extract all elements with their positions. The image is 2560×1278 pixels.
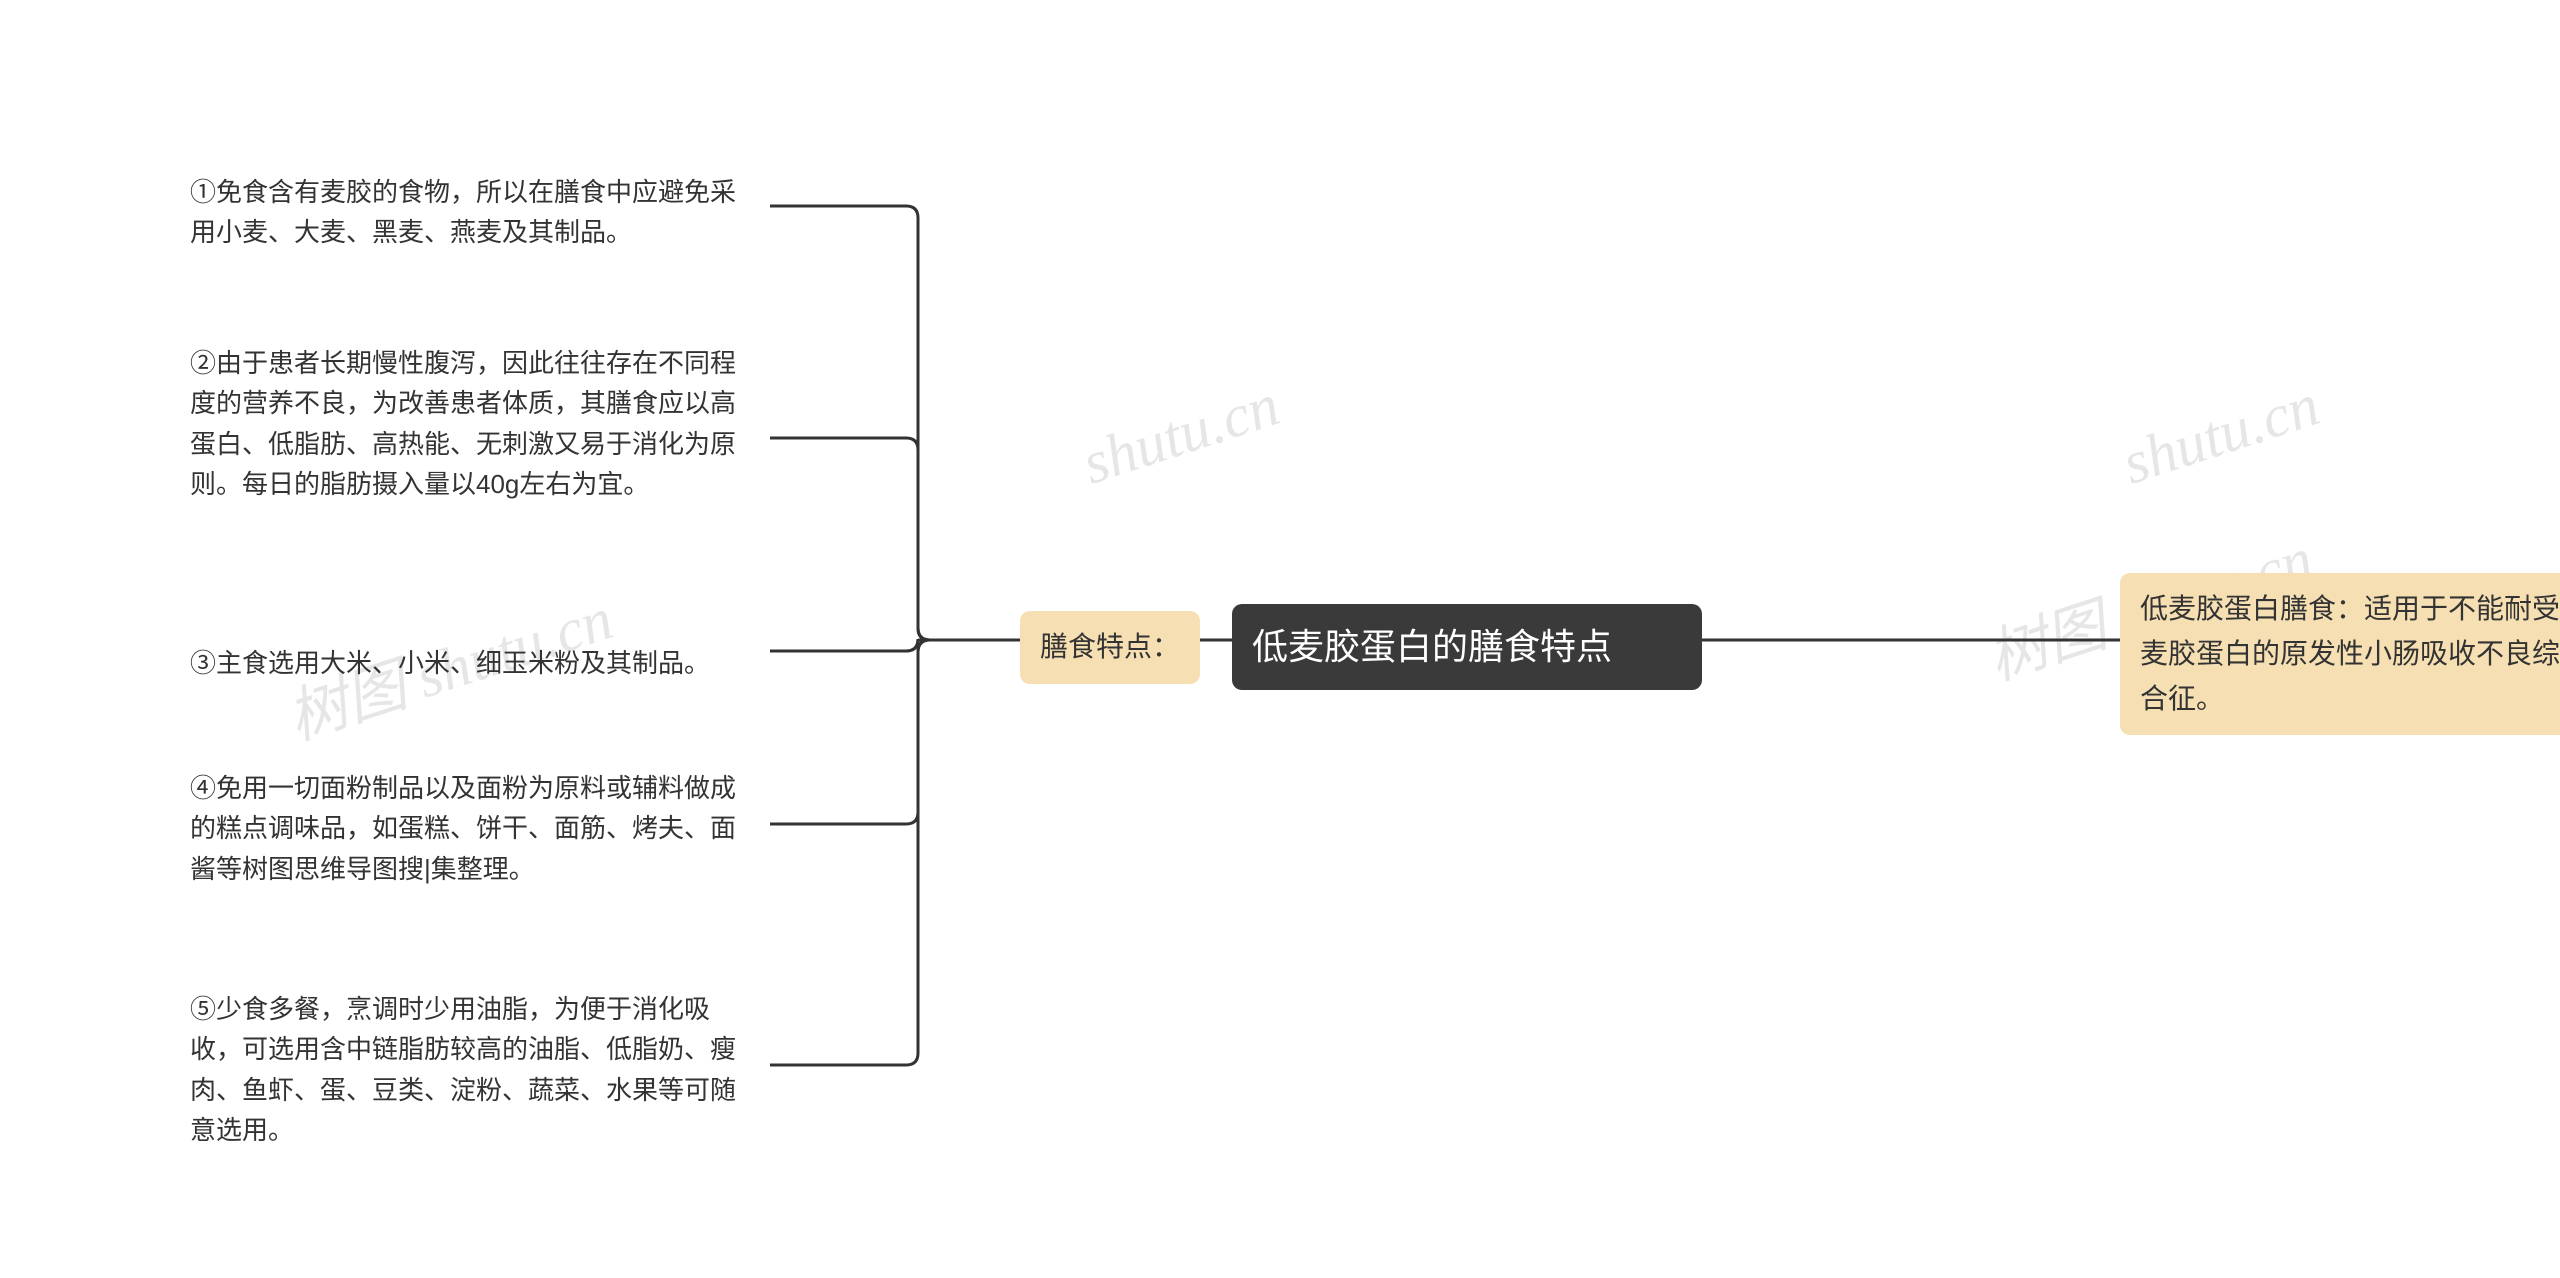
leaf-text: ①免食含有麦胶的食物，所以在膳食中应避免采用小麦、大麦、黑麦、燕麦及其制品。 (190, 177, 736, 247)
branch-right-node: 低麦胶蛋白膳食：适用于不能耐受麦胶蛋白的原发性小肠吸收不良综合征。 (2120, 573, 2560, 735)
leaf-text: ④免用一切面粉制品以及面粉为原料或辅料做成的糕点调味品，如蛋糕、饼干、面筋、烤夫… (190, 773, 736, 884)
branch-left-node: 膳食特点： (1020, 611, 1200, 684)
root-title: 低麦胶蛋白的膳食特点 (1252, 626, 1612, 667)
leaf-node-5: ⑤少食多餐，烹调时少用油脂，为便于消化吸收，可选用含中链脂肪较高的油脂、低脂奶、… (170, 975, 770, 1164)
leaf-node-3: ③主食选用大米、小米、细玉米粉及其制品。 (170, 629, 770, 697)
leaf-node-2: ②由于患者长期慢性腹泻，因此往往存在不同程度的营养不良，为改善患者体质，其膳食应… (170, 329, 770, 518)
branch-right-text: 低麦胶蛋白膳食：适用于不能耐受麦胶蛋白的原发性小肠吸收不良综合征。 (2140, 593, 2560, 714)
leaf-node-4: ④免用一切面粉制品以及面粉为原料或辅料做成的糕点调味品，如蛋糕、饼干、面筋、烤夫… (170, 754, 770, 903)
nodes-layer: 低麦胶蛋白的膳食特点 膳食特点： 低麦胶蛋白膳食：适用于不能耐受麦胶蛋白的原发性… (0, 0, 2560, 1278)
leaf-text: ⑤少食多餐，烹调时少用油脂，为便于消化吸收，可选用含中链脂肪较高的油脂、低脂奶、… (190, 994, 736, 1145)
root-node: 低麦胶蛋白的膳食特点 (1232, 604, 1702, 690)
leaf-text: ③主食选用大米、小米、细玉米粉及其制品。 (190, 648, 710, 678)
leaf-text: ②由于患者长期慢性腹泻，因此往往存在不同程度的营养不良，为改善患者体质，其膳食应… (190, 348, 736, 499)
branch-left-label: 膳食特点： (1040, 631, 1180, 662)
leaf-node-1: ①免食含有麦胶的食物，所以在膳食中应避免采用小麦、大麦、黑麦、燕麦及其制品。 (170, 158, 770, 267)
